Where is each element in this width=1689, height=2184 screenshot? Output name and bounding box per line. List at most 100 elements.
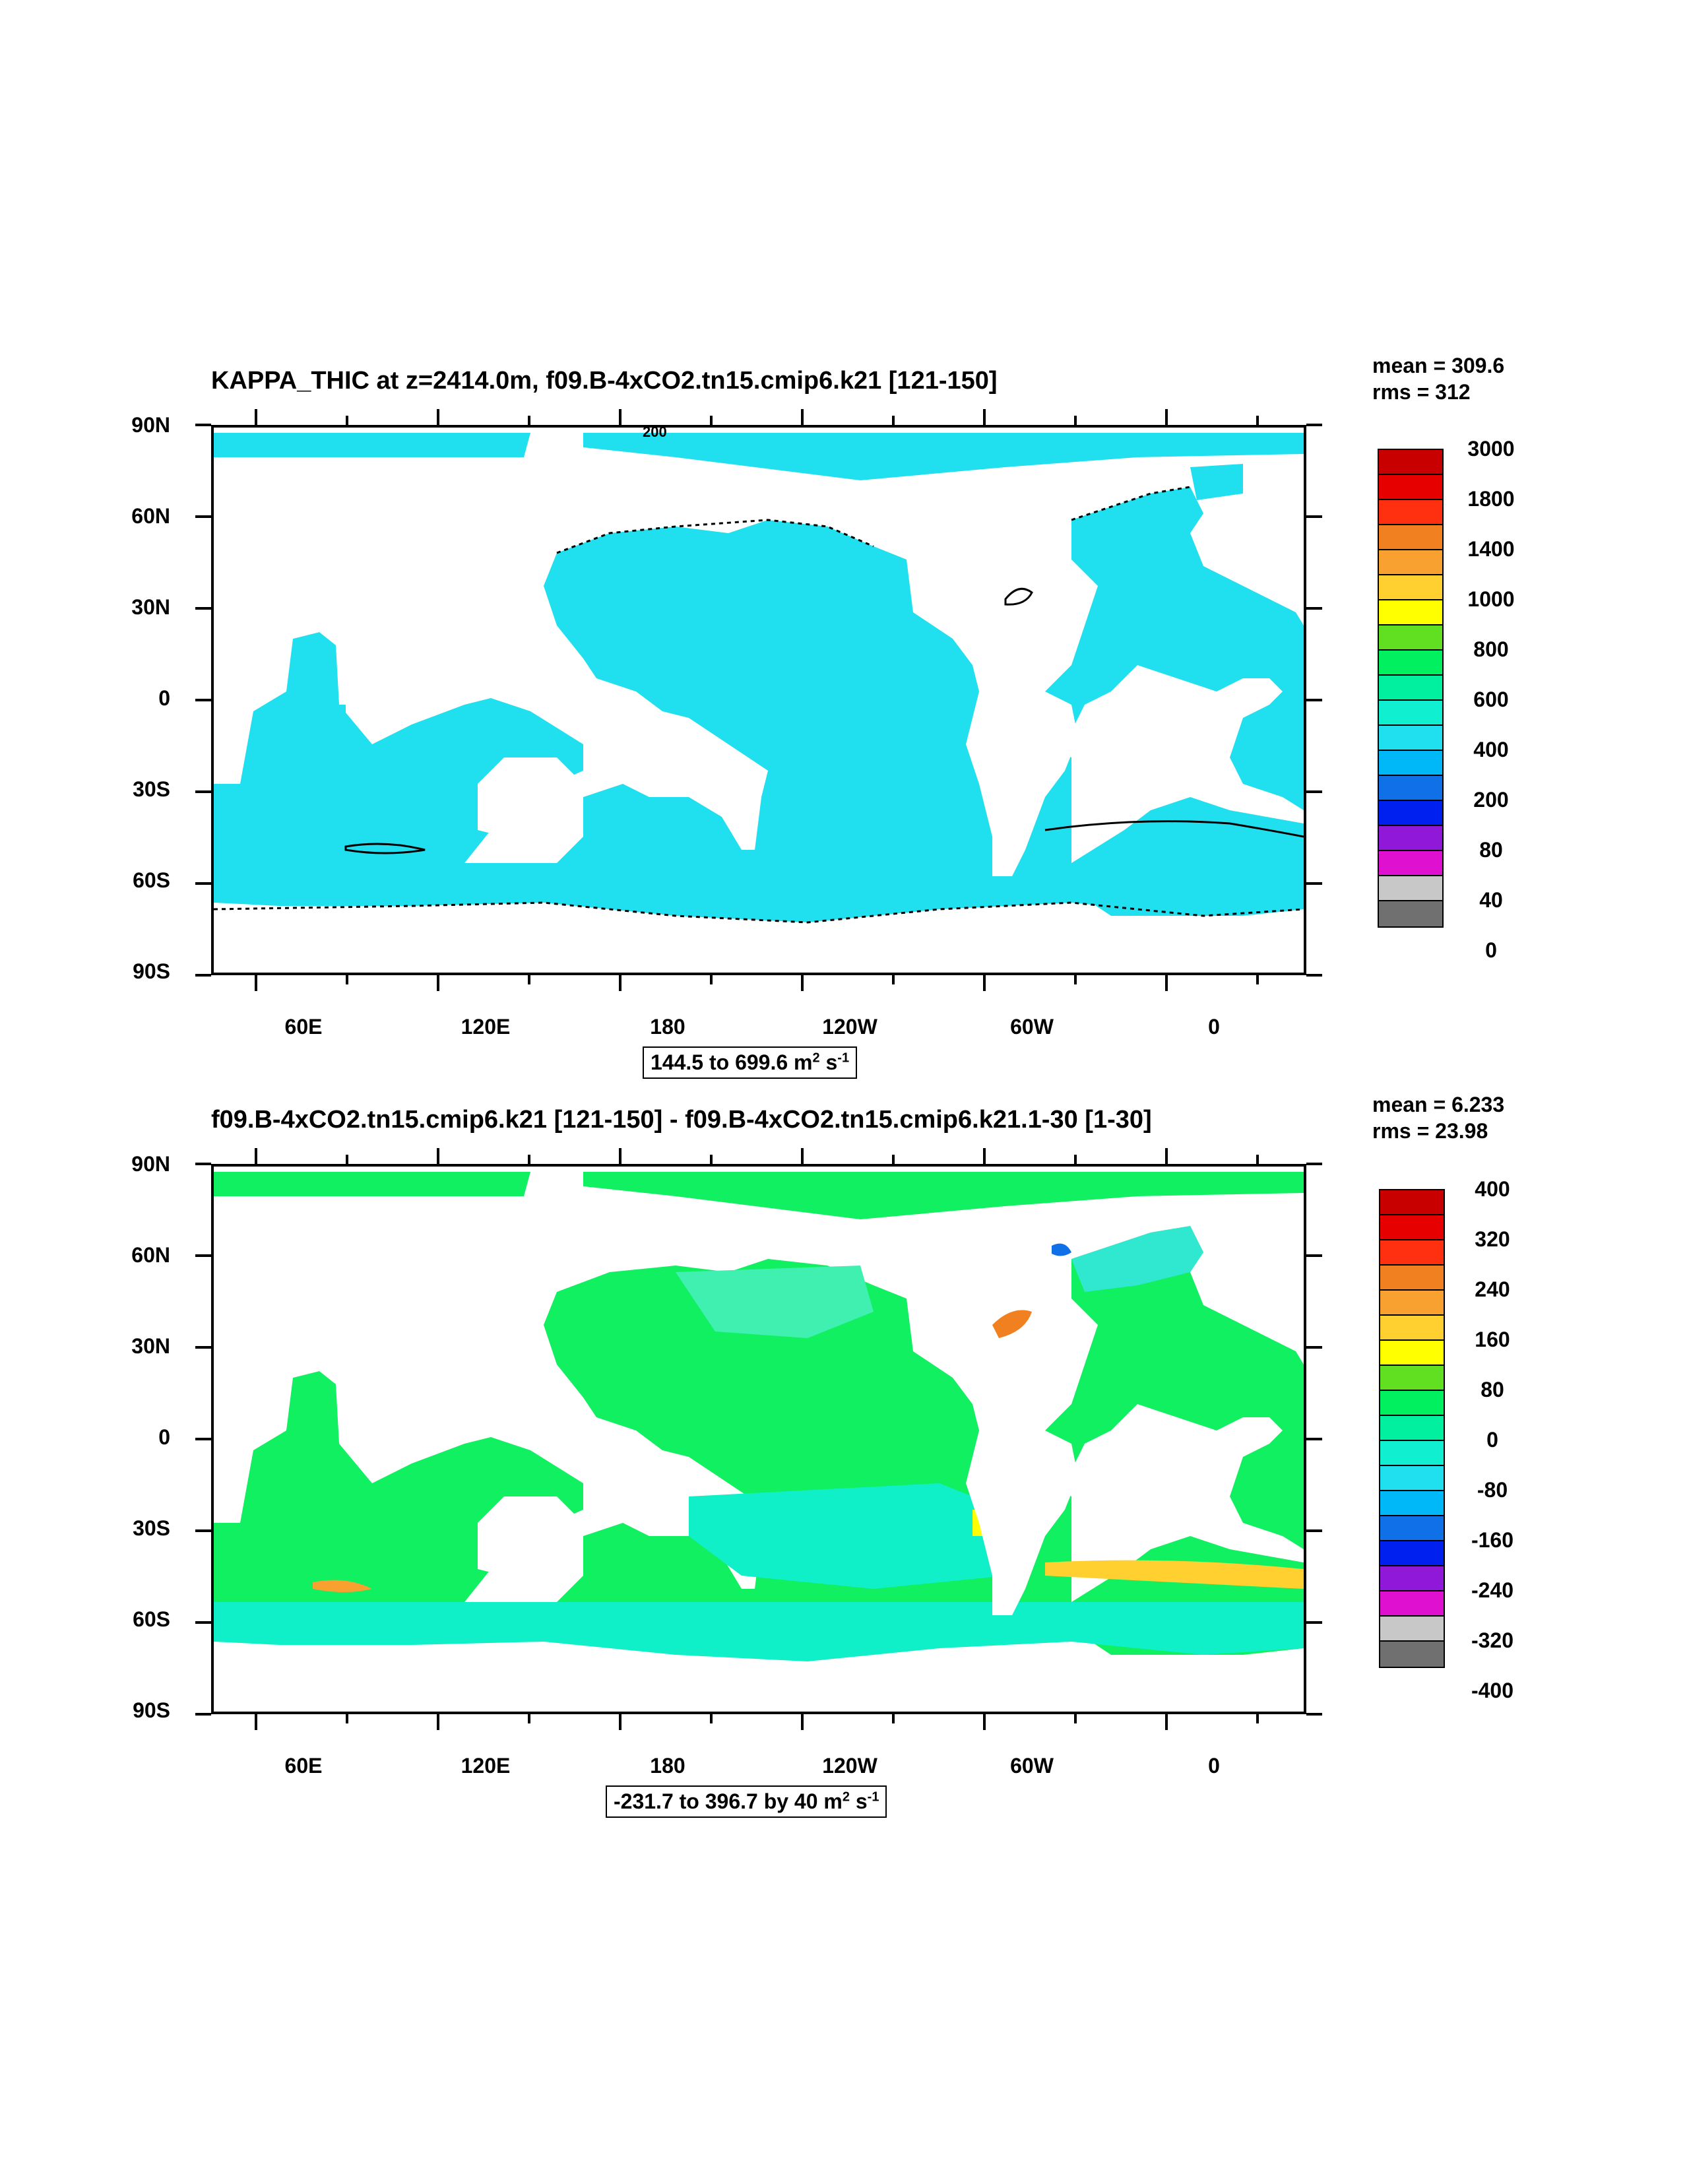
panel1-contour-southern <box>1044 820 1304 838</box>
panel1-ytick-60s: 60S <box>133 868 170 892</box>
colorbar-box-13 <box>1379 776 1442 801</box>
axis-tick <box>983 1714 986 1730</box>
axis-tick <box>346 975 348 984</box>
panel1-range-exp-m: 2 <box>812 1050 820 1066</box>
panel2-xtick-120e: 120E <box>461 1754 511 1778</box>
panel1-ocean <box>214 433 1304 922</box>
colorbar-box-6 <box>1380 1341 1444 1366</box>
axis-tick <box>1074 975 1077 984</box>
colorbar-box-1 <box>1379 475 1442 500</box>
panel2-title: f09.B-4xCO2.tn15.cmip6.k21 [121-150] - f… <box>211 1106 1152 1134</box>
axis-tick <box>437 975 439 991</box>
colorbar-box-4 <box>1379 550 1442 575</box>
panel2-atlantic <box>1005 1226 1304 1549</box>
colorbar-box-11 <box>1380 1466 1444 1491</box>
axis-tick <box>710 1155 713 1164</box>
panel1-range-exp-s: -1 <box>837 1050 850 1066</box>
panel2-range-unit-s: s <box>849 1789 868 1813</box>
panel1-map: 200 <box>211 425 1306 975</box>
panel2-range-exp-s: -1 <box>867 1789 879 1805</box>
axis-tick <box>619 1148 621 1164</box>
colorbar-label: -320 <box>1471 1628 1514 1652</box>
axis-tick <box>1306 424 1322 426</box>
axis-tick <box>1306 1254 1322 1257</box>
panel2-africa-west <box>214 1233 339 1384</box>
panel2-ytick-0: 0 <box>158 1425 170 1449</box>
axis-tick <box>1306 790 1322 793</box>
panel1-australia <box>478 757 583 863</box>
colorbar-box-7 <box>1380 1366 1444 1391</box>
panel1-africa-west <box>214 494 339 645</box>
panel2-xtick-60w: 60W <box>1010 1754 1054 1778</box>
colorbar-box-14 <box>1379 801 1442 826</box>
panel2-map-svg <box>214 1172 1304 1661</box>
panel2-range-box: -231.7 to 396.7 by 40 m2 s-1 <box>606 1785 887 1818</box>
panel1-rms: rms = 312 <box>1372 380 1471 404</box>
colorbar-box-5 <box>1380 1316 1444 1341</box>
colorbar-box-3 <box>1380 1266 1444 1291</box>
axis-tick <box>1306 882 1322 885</box>
colorbar-box-10 <box>1379 701 1442 726</box>
colorbar-label: 240 <box>1475 1277 1510 1301</box>
panel1-xtick-60w: 60W <box>1010 1015 1054 1039</box>
panel2-anomaly-south-atlantic <box>1045 1560 1304 1589</box>
colorbar-label: 160 <box>1475 1328 1510 1351</box>
colorbar-box-0 <box>1379 450 1442 475</box>
colorbar-label: 3000 <box>1467 437 1515 461</box>
axis-tick <box>892 975 895 984</box>
panel1-contours <box>214 486 1304 924</box>
axis-tick <box>195 1254 211 1257</box>
axis-tick <box>346 416 348 425</box>
axis-tick <box>195 1529 211 1532</box>
panel1-arctic-ocean <box>214 433 530 457</box>
colorbar-box-13 <box>1380 1516 1444 1541</box>
panel2-xtick-0: 0 <box>1208 1754 1220 1778</box>
panel1-stats: mean = 309.6 rms = 312 <box>1372 352 1504 405</box>
colorbar-label: 80 <box>1479 838 1503 862</box>
axis-tick <box>255 975 257 991</box>
panel1-xtick-0: 0 <box>1208 1015 1220 1039</box>
panel2-ytick-90s: 90S <box>133 1698 170 1722</box>
axis-tick <box>710 975 713 984</box>
colorbar-label: 320 <box>1475 1227 1510 1251</box>
axis-tick <box>983 409 986 425</box>
panel2-ytick-30n: 30N <box>131 1334 170 1358</box>
axis-tick <box>528 975 530 984</box>
axis-tick <box>1074 416 1077 425</box>
axis-tick <box>195 974 211 977</box>
colorbar-label: -160 <box>1471 1528 1514 1552</box>
axis-tick <box>801 409 804 425</box>
colorbar-box-15 <box>1380 1566 1444 1591</box>
axis-tick <box>1256 975 1259 984</box>
panel1-xtick-120w: 120W <box>822 1015 877 1039</box>
panel1-ytick-0: 0 <box>158 686 170 710</box>
panel1-xtick-180: 180 <box>650 1015 685 1039</box>
axis-tick <box>195 1163 211 1165</box>
axis-tick <box>801 1714 804 1730</box>
panel2-ytick-90n: 90N <box>131 1152 170 1176</box>
axis-tick <box>1306 607 1322 610</box>
axis-tick <box>1074 1714 1077 1723</box>
panel1-ytick-30n: 30N <box>131 595 170 619</box>
axis-tick <box>1165 975 1168 991</box>
colorbar-box-17 <box>1380 1617 1444 1642</box>
panel1-coast-dots <box>214 486 1304 924</box>
colorbar-box-5 <box>1379 575 1442 600</box>
axis-tick <box>710 1714 713 1723</box>
colorbar-box-7 <box>1379 626 1442 651</box>
colorbar-box-9 <box>1380 1416 1444 1441</box>
panel2-pacific-cyan <box>689 1483 1005 1589</box>
axis-tick <box>528 1714 530 1723</box>
axis-tick <box>528 1155 530 1164</box>
axis-tick <box>1165 1148 1168 1164</box>
panel2-atlantic-north-cyan <box>1071 1226 1203 1292</box>
colorbar-label: 800 <box>1473 637 1509 661</box>
panel2-xtick-60e: 60E <box>284 1754 323 1778</box>
panel2-map <box>211 1164 1306 1714</box>
axis-tick <box>801 975 804 991</box>
axis-tick <box>1306 515 1322 518</box>
colorbar-box-12 <box>1379 751 1442 776</box>
axis-tick <box>619 409 621 425</box>
panel2-south-america <box>966 1417 1078 1615</box>
axis-tick <box>1306 974 1322 977</box>
